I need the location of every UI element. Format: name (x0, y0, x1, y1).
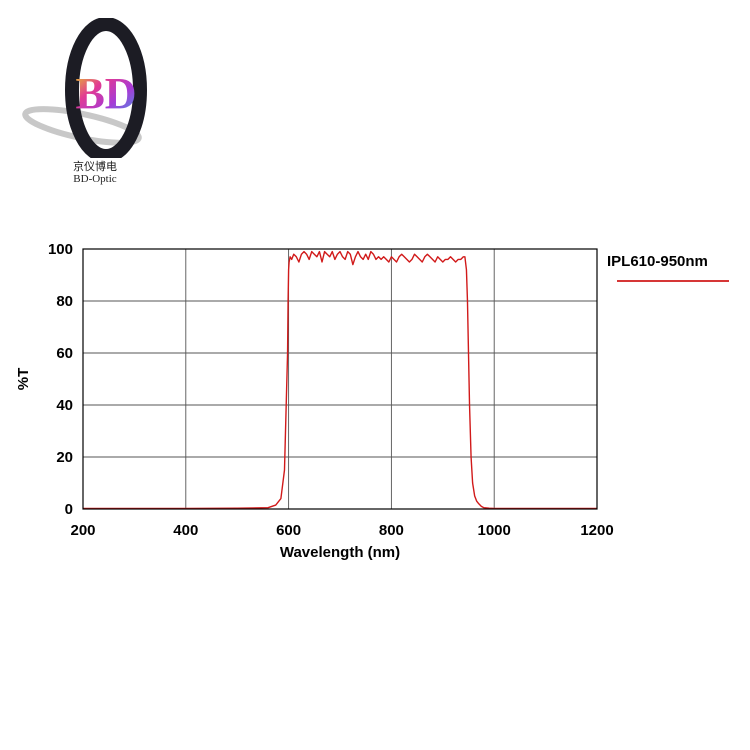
logo-emblem-icon: BD (22, 18, 147, 158)
chart-legend: IPL610-950nm (607, 253, 729, 282)
y-tick-label: 100 (48, 241, 73, 258)
x-axis-label: Wavelength (nm) (280, 544, 400, 561)
y-tick-label: 0 (65, 501, 73, 518)
y-tick-label: 40 (56, 397, 73, 414)
x-tick-label: 800 (379, 522, 404, 539)
chart-series (83, 250, 597, 510)
x-tick-label: 400 (173, 522, 198, 539)
x-tick-label: 1200 (580, 522, 613, 539)
y-tick-label: 80 (56, 293, 73, 310)
series-line (83, 250, 597, 510)
x-tick-label: 1000 (478, 522, 511, 539)
logo-mark: BD (75, 69, 136, 118)
y-tick-label: 20 (56, 449, 73, 466)
chart-grid (82, 248, 598, 510)
legend-label: IPL610-950nm (607, 253, 708, 270)
y-tick-label: 60 (56, 345, 73, 362)
logo-name-en: BD-Optic (73, 173, 117, 185)
logo-name-cn: 京仪博电 (73, 160, 117, 173)
x-tick-label: 600 (276, 522, 301, 539)
plot-frame (82, 248, 598, 510)
company-logo: BD 京仪博电 BD-Optic (20, 18, 160, 188)
chart-tick-labels: 200 400 600 800 1000 1200 0 20 40 60 80 100 (48, 241, 614, 539)
y-axis-label: %T (15, 368, 32, 391)
x-tick-label: 200 (70, 522, 95, 539)
